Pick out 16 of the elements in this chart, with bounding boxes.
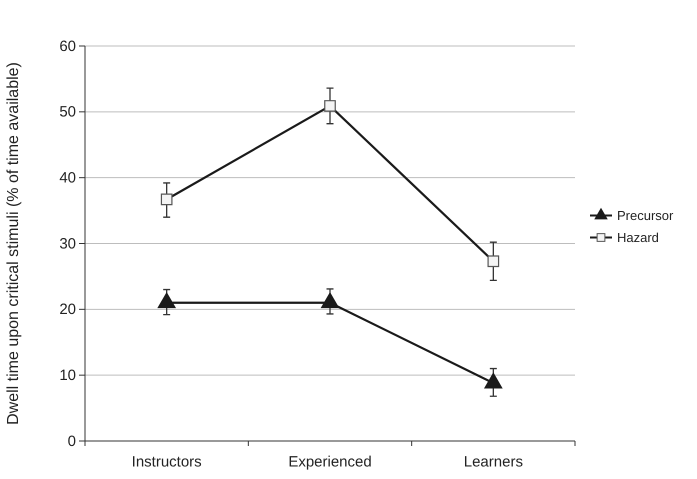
legend-label: Precursor	[617, 208, 674, 223]
x-tick-label: Instructors	[132, 454, 202, 470]
point	[321, 292, 339, 308]
y-tick-label: 60	[59, 38, 76, 55]
x-tick-label: Experienced	[288, 454, 372, 470]
point	[158, 292, 176, 308]
legend-label: Hazard	[617, 230, 659, 245]
y-tick-label: 20	[59, 301, 76, 318]
x-tick-label: Learners	[464, 454, 523, 470]
y-tick-label: 40	[59, 169, 76, 186]
y-tick-label: 50	[59, 104, 76, 121]
y-tick-label: 0	[68, 432, 76, 450]
y-axis-title: Dwell time upon critical stimuli (% of time available)	[5, 62, 22, 425]
point	[484, 372, 502, 388]
y-tick-label: 10	[59, 366, 76, 384]
y-tick-label: 30	[59, 235, 76, 252]
